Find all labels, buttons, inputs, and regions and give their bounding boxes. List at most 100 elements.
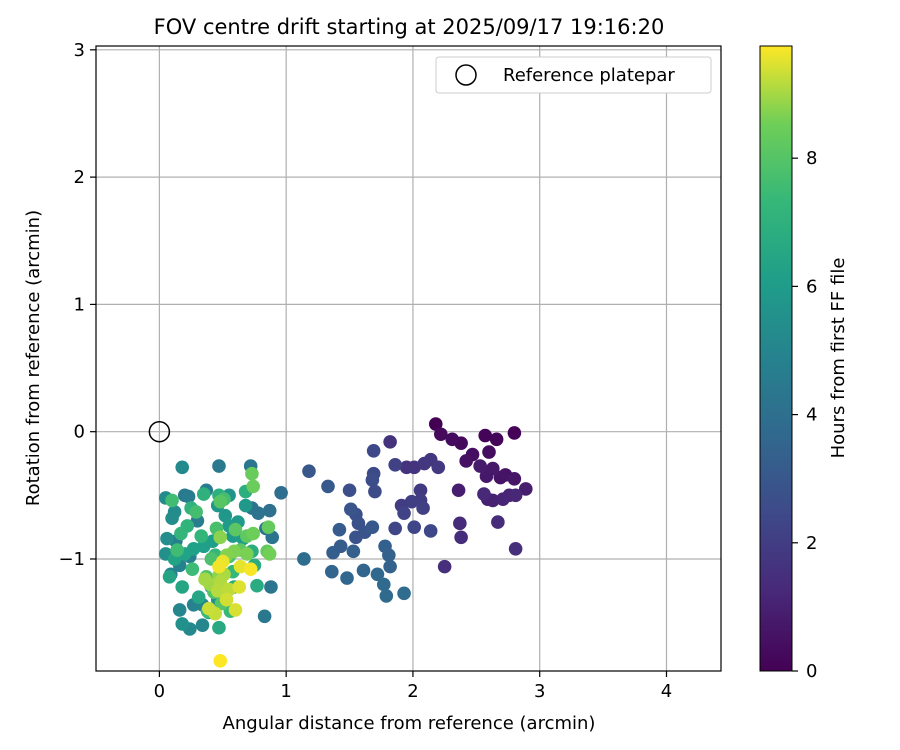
data-point: [489, 432, 504, 447]
y-tick-label: 3: [74, 40, 85, 61]
data-point: [459, 454, 473, 468]
data-point: [428, 417, 443, 431]
y-axis-label: Rotation from reference (arcmin): [23, 210, 44, 506]
data-point: [302, 464, 316, 478]
colorbar-tick-label: 6: [806, 276, 817, 297]
x-axis-ticks: 0 1 2 3 4: [154, 671, 672, 702]
grid-lines: [96, 46, 721, 671]
data-point: [388, 521, 402, 536]
data-point: [493, 470, 508, 485]
colorbar-label: Hours from first FF file: [828, 258, 849, 459]
data-point: [365, 520, 380, 534]
data-point: [228, 522, 243, 537]
data-point: [326, 545, 340, 560]
data-point: [246, 479, 261, 494]
y-tick-label: −1: [58, 549, 85, 570]
x-tick-label: 2: [407, 681, 418, 702]
data-point: [473, 459, 487, 473]
data-point: [195, 618, 210, 632]
data-point: [175, 617, 190, 631]
data-point: [346, 544, 361, 559]
data-point: [274, 485, 288, 500]
data-point: [340, 571, 354, 585]
data-point: [368, 484, 382, 499]
data-point: [376, 577, 391, 592]
data-point: [383, 435, 397, 449]
data-point: [213, 494, 228, 509]
data-point: [431, 460, 446, 475]
colorbar: 0 2 4 6 8 Hours from first FF file: [759, 45, 849, 682]
colorbar-gradient: [759, 45, 793, 672]
data-point: [491, 515, 505, 529]
data-point: [451, 483, 466, 498]
data-point: [478, 428, 492, 443]
data-point: [212, 559, 226, 574]
x-tick-label: 3: [534, 681, 545, 702]
data-point: [382, 548, 396, 562]
data-point: [202, 601, 216, 616]
colorbar-tick-label: 8: [806, 148, 817, 169]
data-point: [383, 559, 397, 574]
data-points: [158, 417, 533, 668]
data-point: [437, 559, 452, 574]
data-point: [423, 524, 438, 538]
data-point: [245, 466, 259, 481]
plot-frame: [95, 45, 722, 672]
legend-box: [435, 56, 712, 94]
data-point: [332, 522, 347, 537]
reference-marker: [148, 420, 171, 443]
data-point: [175, 580, 190, 594]
data-point: [416, 501, 430, 515]
x-tick-label: 4: [661, 681, 672, 702]
data-point: [181, 489, 196, 504]
data-point: [232, 580, 247, 594]
data-point: [397, 506, 411, 520]
data-point: [366, 443, 381, 458]
data-point: [160, 531, 174, 546]
data-point: [356, 563, 371, 578]
x-axis-label: Angular distance from reference (arcmin): [223, 713, 596, 734]
data-point: [212, 459, 226, 473]
x-tick-label: 1: [280, 681, 291, 702]
data-point: [297, 552, 311, 566]
data-point: [262, 503, 277, 518]
data-point: [213, 654, 228, 668]
data-point: [189, 505, 203, 519]
data-point: [370, 567, 385, 582]
data-point: [198, 572, 212, 587]
data-point: [508, 488, 523, 503]
data-point: [264, 580, 278, 594]
colorbar-tick-label: 2: [806, 533, 817, 554]
legend-marker-icon: [455, 64, 477, 86]
data-point: [212, 620, 226, 635]
data-point: [165, 493, 179, 508]
data-point: [379, 589, 394, 603]
data-point: [240, 547, 254, 561]
data-point: [342, 483, 357, 498]
data-point: [170, 543, 184, 557]
data-point: [397, 586, 411, 601]
data-point: [228, 603, 243, 617]
data-point: [257, 609, 272, 624]
data-point: [191, 590, 206, 604]
data-point: [482, 445, 496, 459]
data-point: [210, 584, 225, 598]
colorbar-tick-label: 4: [806, 405, 817, 426]
data-point: [174, 526, 188, 541]
data-point: [477, 487, 491, 501]
data-point: [365, 473, 380, 487]
data-point: [246, 526, 261, 541]
data-point: [165, 511, 179, 526]
data-point: [321, 479, 335, 494]
data-point: [507, 471, 522, 486]
data-point: [162, 570, 177, 584]
data-point: [434, 427, 448, 442]
data-point: [194, 529, 209, 543]
chart-title: FOV centre drift starting at 2025/09/17 …: [154, 15, 665, 39]
data-point: [175, 460, 190, 475]
colorbar-ticks: 0 2 4 6 8: [792, 148, 817, 682]
data-point: [172, 603, 187, 617]
data-point: [185, 562, 200, 576]
data-point: [250, 578, 264, 593]
